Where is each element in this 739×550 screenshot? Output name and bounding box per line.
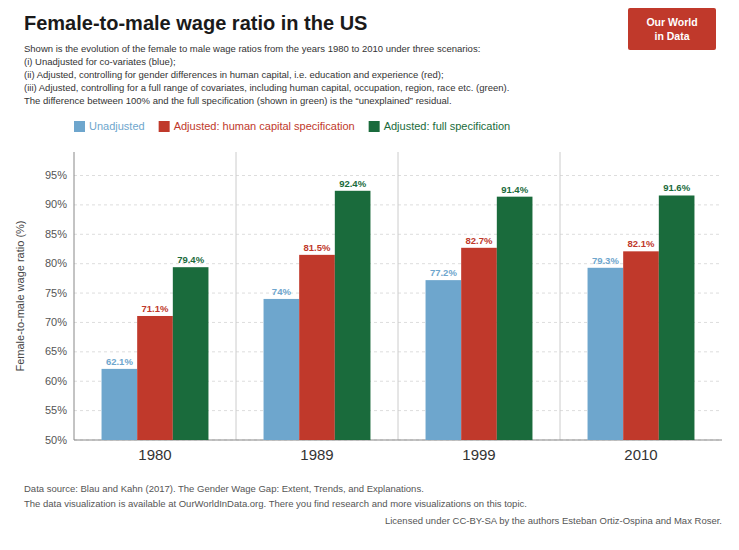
bar [623, 251, 659, 440]
bar [264, 299, 300, 440]
data-label: 79.3% [592, 255, 619, 266]
y-tick-label: 90% [45, 198, 67, 210]
legend-label: Adjusted: human capital specification [174, 120, 355, 132]
logo-box [628, 8, 716, 50]
subtitle: The difference between 100% and the full… [24, 95, 452, 106]
legend-label: Unadjusted [89, 120, 145, 132]
y-tick-label: 50% [45, 434, 67, 446]
y-tick-label: 70% [45, 316, 67, 328]
bar [173, 267, 209, 440]
y-tick-label: 80% [45, 257, 67, 269]
x-tick-label: 1989 [300, 446, 333, 463]
data-label: 71.1% [142, 303, 169, 314]
logo-text: Our World [646, 16, 697, 28]
legend-swatch [369, 121, 380, 132]
legend-label: Adjusted: full specification [384, 120, 511, 132]
group-divider [398, 152, 399, 440]
x-tick-label: 1980 [138, 446, 171, 463]
y-axis-line [74, 152, 75, 440]
y-tick-label: 95% [45, 169, 67, 181]
subtitle: (iii) Adjusted, controlling for a full r… [24, 82, 509, 93]
title: Female-to-male wage ratio in the US [24, 12, 367, 34]
y-tick-label: 85% [45, 228, 67, 240]
data-label: 82.7% [466, 235, 493, 246]
y-tick-label: 65% [45, 345, 67, 357]
bar [659, 195, 695, 440]
x-tick-label: 1999 [462, 446, 495, 463]
legend-swatch [74, 121, 85, 132]
y-tick-label: 75% [45, 287, 67, 299]
logo: Our World in Data [628, 8, 716, 50]
data-label: 91.4% [501, 184, 528, 195]
data-label: 77.2% [430, 267, 457, 278]
subtitle: Shown is the evolution of the female to … [24, 43, 480, 54]
bar [588, 268, 624, 440]
data-label: 81.5% [304, 242, 331, 253]
y-tick-label: 60% [45, 375, 67, 387]
data-label: 62.1% [106, 356, 133, 367]
bar [299, 255, 335, 440]
bar [335, 191, 371, 440]
footer-note: The data visualization is available at O… [24, 498, 527, 509]
legend: Unadjusted Adjusted: human capital specif… [74, 120, 510, 132]
y-tick-label: 55% [45, 404, 67, 416]
data-labels: 62.1% 74% 77.2% 79.3% 71.1% 81.5% 82.7% 82.1% 79… [106, 178, 691, 367]
data-label: 82.1% [628, 238, 655, 249]
logo-text: in Data [654, 30, 689, 42]
legend-swatch [159, 121, 170, 132]
x-tick-label: 2010 [624, 446, 657, 463]
bar [137, 316, 173, 440]
data-label: 74% [272, 286, 292, 297]
bar [497, 197, 533, 440]
footer-note: Data source: Blau and Kahn (2017). The G… [24, 483, 424, 494]
data-label: 91.6% [663, 182, 690, 193]
bar [426, 280, 462, 440]
data-label: 92.4% [339, 178, 366, 189]
bar [461, 248, 497, 440]
subtitle: (i) Unadjusted for co-variates (blue); [24, 56, 176, 67]
bars [102, 191, 695, 440]
group-divider [560, 152, 561, 440]
group-divider [236, 152, 237, 440]
y-axis-label: Female-to-male wage ratio (%) [14, 221, 26, 372]
footer-note: Licensed under CC-BY-SA by the authors E… [385, 515, 722, 526]
data-label: 79.4% [177, 254, 204, 265]
subtitle: (ii) Adjusted, controlling for gender di… [24, 69, 444, 80]
chart: Female-to-male wage ratio in the US Shown… [0, 0, 739, 550]
bar [102, 369, 138, 440]
